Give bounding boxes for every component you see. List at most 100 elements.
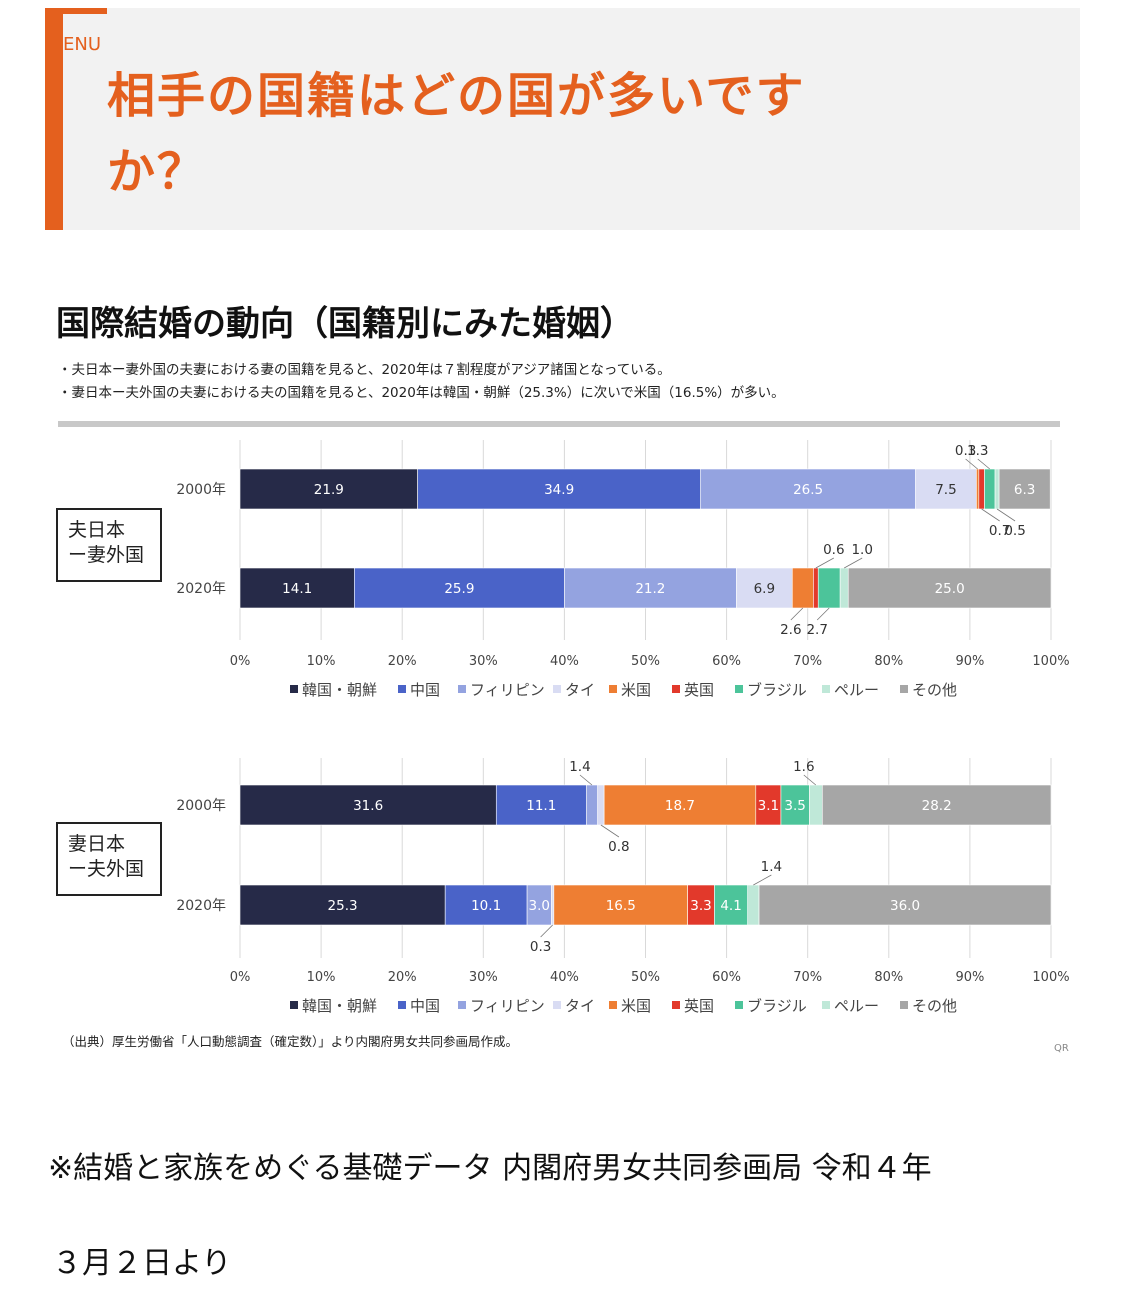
bar-segment-1-1-7 <box>747 884 760 926</box>
legend-swatch-0-3 <box>553 685 561 693</box>
bar-segment-0-0-8 <box>998 468 1051 510</box>
outside-label-1-1-7: 1.4 <box>761 859 782 875</box>
bar-segment-1-1-4 <box>553 884 688 926</box>
bar-segment-0-1-8 <box>847 567 1052 609</box>
legend-label-0-4: 米国 <box>621 681 651 699</box>
group-label-2-line2: ー夫外国 <box>68 858 145 880</box>
leader-line-0-1-6 <box>816 607 830 621</box>
data-label-1-1-8: 36.0 <box>890 898 920 914</box>
legend-label-0-1: 中国 <box>410 681 440 699</box>
bar-segment-1-1-8 <box>758 884 1052 926</box>
title-divider <box>58 421 1060 427</box>
x-tick-label-0-1: 10% <box>307 654 336 669</box>
legend-label-0-0: 韓国・朝鮮 <box>302 681 377 699</box>
bar-segment-0-1-0 <box>239 567 355 609</box>
outside-label-0-1-5: 0.6 <box>823 542 844 558</box>
leader-line-1-0-2 <box>579 774 593 786</box>
category-label-0-0: 2000年 <box>176 482 226 498</box>
bar-segment-1-1-3 <box>551 884 555 926</box>
header-box: ENU 相手の国籍はどの国が多いです か？ <box>45 8 1080 230</box>
data-label-1-1-2: 3.0 <box>529 898 550 914</box>
x-tick-label-0-5: 50% <box>631 654 660 669</box>
data-label-0-0-2: 26.5 <box>793 482 823 498</box>
legend-label-1-8: その他 <box>912 997 957 1015</box>
outside-label-1-0-7: 1.6 <box>793 759 814 775</box>
bar-segment-0-1-4 <box>791 567 814 609</box>
footnote-line1: ※結婚と家族をめぐる基礎データ 内閣府男女共同参画局 令和４年 <box>48 1151 932 1186</box>
x-tick-label-1-5: 50% <box>631 970 660 985</box>
legend-swatch-1-1 <box>398 1001 406 1009</box>
outside-label-1-0-2: 1.4 <box>569 759 590 775</box>
leader-line-1-1-3 <box>540 924 553 938</box>
category-label-1-0: 2000年 <box>176 798 226 814</box>
leader-line-0-1-4 <box>790 607 804 621</box>
bar-segment-0-0-7 <box>994 468 1000 510</box>
leader-line-0-0-7 <box>996 508 1016 522</box>
outside-label-0-0-7: 0.5 <box>1004 523 1025 539</box>
legend-swatch-0-5 <box>672 685 680 693</box>
legend-swatch-1-6 <box>735 1001 743 1009</box>
data-label-1-1-6: 4.1 <box>720 898 741 914</box>
bullet-1: ・夫日本ー妻外国の夫妻における妻の国籍を見ると、2020年は７割程度がアジア諸国… <box>58 362 671 378</box>
bar-segment-1-0-8 <box>821 784 1052 826</box>
bar-segment-1-1-0 <box>239 884 446 926</box>
legend-label-1-6: ブラジル <box>747 997 807 1015</box>
x-tick-label-0-8: 80% <box>874 654 903 669</box>
legend-label-0-3: タイ <box>565 681 595 699</box>
bar-segment-0-0-1 <box>417 468 701 510</box>
data-label-0-1-1: 25.9 <box>444 581 474 597</box>
data-label-0-0-1: 34.9 <box>544 482 574 498</box>
bar-segment-1-1-2 <box>526 884 552 926</box>
qr-label: QR <box>1054 1043 1069 1054</box>
bar-segment-0-1-1 <box>354 567 565 609</box>
legend-swatch-0-4 <box>609 685 617 693</box>
group-label-2: 妻日本 ー夫外国 <box>56 822 162 896</box>
x-tick-label-0-7: 70% <box>793 654 822 669</box>
x-tick-label-0-6: 60% <box>712 654 741 669</box>
outside-label-0-0-6: 1.3 <box>967 443 988 459</box>
bar-segment-0-0-4 <box>976 468 980 510</box>
data-label-0-0-3: 7.5 <box>935 482 956 498</box>
leader-line-1-0-7 <box>803 774 817 786</box>
data-label-1-0-6: 3.5 <box>784 798 805 814</box>
footnote-line2: ３月２日より <box>52 1246 232 1281</box>
x-tick-label-0-3: 30% <box>469 654 498 669</box>
bar-segment-0-1-3 <box>736 567 793 609</box>
data-label-1-1-0: 25.3 <box>328 898 358 914</box>
bar-segment-0-1-5 <box>813 567 819 609</box>
outside-label-1-1-3: 0.3 <box>530 939 551 955</box>
menu-label[interactable]: ENU <box>63 34 102 55</box>
page-heading-line2: か？ <box>107 144 208 200</box>
legend-swatch-1-5 <box>672 1001 680 1009</box>
data-label-0-0-8: 6.3 <box>1014 482 1035 498</box>
legend-label-0-2: フィリピン <box>470 681 545 699</box>
legend-swatch-1-0 <box>290 1001 298 1009</box>
x-tick-label-0-10: 100% <box>1032 654 1069 669</box>
legend-label-0-5: 英国 <box>684 681 714 699</box>
chart-area: 0% 10% 20% 30% 40% 50% 60% 70% 80% 90% 100% 2000年 21… <box>176 440 1070 1015</box>
group-label-1-line2: ー妻外国 <box>68 544 145 566</box>
data-label-1-0-0: 31.6 <box>353 798 383 814</box>
legend-swatch-0-8 <box>900 685 908 693</box>
outside-label-0-0-5: 0.7 <box>989 523 1010 539</box>
x-tick-label-1-10: 100% <box>1032 970 1069 985</box>
group-label-2-line1: 妻日本 <box>68 833 126 855</box>
data-label-1-0-1: 11.1 <box>526 798 556 814</box>
x-tick-label-1-3: 30% <box>469 970 498 985</box>
x-tick-label-1-7: 70% <box>793 970 822 985</box>
outside-label-0-0-4: 0.3 <box>955 443 976 459</box>
legend-swatch-0-7 <box>822 685 830 693</box>
page-heading: 相手の国籍はどの国が多いです か？ <box>107 58 967 210</box>
leader-line-0-1-7 <box>844 557 863 569</box>
header-accent-bar <box>45 8 63 230</box>
legend-label-1-0: 韓国・朝鮮 <box>302 997 377 1015</box>
data-label-1-0-5: 3.1 <box>758 798 779 814</box>
legend-label-1-4: 米国 <box>621 997 651 1015</box>
x-tick-label-1-6: 60% <box>712 970 741 985</box>
legend-swatch-0-1 <box>398 685 406 693</box>
bar-segment-1-0-1 <box>495 784 587 826</box>
leader-line-1-1-7 <box>753 874 772 886</box>
bar-segment-1-0-7 <box>809 784 823 826</box>
bullet-2: ・妻日本ー夫外国の夫妻における夫の国籍を見ると、2020年は韓国・朝鮮（25.3… <box>58 385 785 401</box>
group-label-1-line1: 夫日本 <box>68 519 126 541</box>
